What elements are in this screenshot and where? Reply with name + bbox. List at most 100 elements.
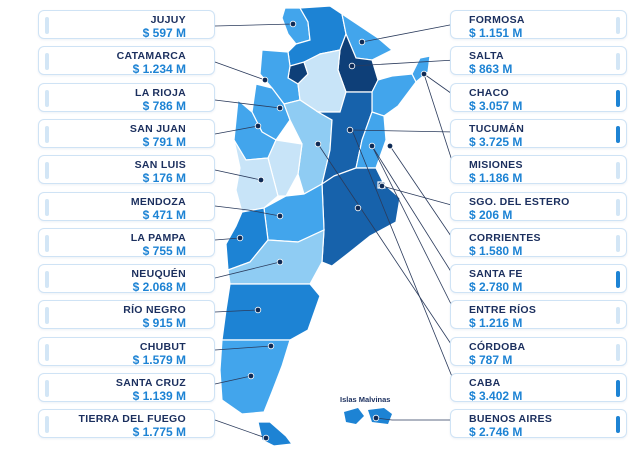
marker-salta — [348, 62, 356, 70]
leader-misiones — [423, 73, 456, 171]
marker-chubut — [267, 342, 275, 350]
province-tierra-del-fuego — [257, 421, 294, 447]
province-buenos-aires — [321, 167, 401, 267]
province-name: BUENOS AIRES — [469, 413, 553, 426]
province-name: CATAMARCA — [116, 50, 186, 63]
province-name: TIERRA DEL FUEGO — [78, 413, 186, 426]
province-value: $ 176 M — [142, 171, 186, 186]
province-value: $ 1.216 M — [469, 316, 523, 331]
leader-san-luis — [214, 169, 262, 181]
card-accent-bar — [45, 198, 49, 216]
province-card-neuquen: NEUQUÉN $ 2.068 M — [38, 264, 215, 295]
province-card-formosa: FORMOSA $ 1.151 M — [450, 10, 627, 40]
marker-catamarca — [261, 76, 269, 84]
card-accent-bar — [616, 162, 620, 180]
card-accent-bar — [45, 380, 49, 397]
marker-mendoza — [276, 212, 284, 220]
leader-santa-cruz — [214, 375, 252, 385]
province-value: $ 755 M — [142, 243, 186, 258]
card-accent-bar — [45, 234, 49, 252]
province-card-la-pampa: LA PAMPA $ 755 M — [38, 227, 215, 258]
province-value: $ 787 M — [469, 352, 513, 367]
province-value: $ 2.746 M — [469, 425, 523, 440]
province-value: $ 1.234 M — [132, 62, 186, 77]
province-value: $ 2.780 M — [469, 280, 523, 295]
marker-sgo-del-estero — [378, 182, 386, 190]
leader-sgo-del-estero — [381, 185, 456, 207]
province-name: SAN JUAN — [129, 122, 186, 135]
card-accent-bar — [45, 307, 49, 325]
leader-buenos-aires — [375, 417, 455, 421]
province-value: $ 915 M — [142, 316, 186, 331]
card-accent-bar — [45, 343, 49, 361]
province-name: NEUQUÉN — [131, 268, 186, 281]
card-accent-bar — [45, 125, 49, 143]
card-accent-bar — [616, 53, 620, 71]
province-card-santa-fe: SANTA FE $ 2.780 M — [450, 264, 627, 295]
province-value: $ 1.775 M — [132, 425, 186, 440]
province-value: $ 471 M — [142, 207, 186, 222]
marker-formosa — [358, 38, 366, 46]
province-value: $ 1.580 M — [469, 243, 523, 258]
province-value: $ 1.139 M — [132, 389, 186, 403]
islas-malvinas-label: Islas Malvinas — [340, 395, 391, 404]
province-card-tucuman: TUCUMÁN $ 3.725 M — [450, 118, 627, 149]
islas-malvinas-shape — [344, 408, 392, 424]
province-name: CÓRDOBA — [469, 340, 526, 353]
card-accent-bar — [45, 53, 49, 71]
leader-neuquen — [214, 261, 281, 279]
province-name: ENTRE RÍOS — [469, 304, 537, 317]
card-accent-bar — [616, 343, 620, 361]
province-card-rio-negro: RÍO NEGRO $ 915 M — [38, 300, 215, 331]
province-card-salta: SALTA $ 863 M — [450, 46, 627, 77]
card-accent-bar — [616, 234, 620, 252]
province-value: $ 3.057 M — [469, 98, 523, 113]
card-accent-bar — [45, 17, 49, 34]
leader-la-rioja — [214, 99, 281, 109]
marker-tierra-del-fuego — [262, 434, 270, 442]
province-value: $ 2.068 M — [132, 280, 186, 295]
province-card-jujuy: JUJUY $ 597 M — [38, 10, 215, 40]
province-card-san-juan: SAN JUAN $ 791 M — [38, 118, 215, 149]
province-card-entre-rios: ENTRE RÍOS $ 1.216 M — [450, 300, 627, 331]
province-name: FORMOSA — [469, 14, 525, 26]
province-value: $ 791 M — [142, 134, 186, 149]
marker-buenos-aires — [372, 414, 380, 422]
province-card-caba: CABA $ 3.402 M — [450, 373, 627, 403]
province-chubut — [221, 283, 321, 341]
leader-catamarca — [214, 61, 266, 81]
leader-entre-rios — [371, 145, 456, 313]
province-value: $ 597 M — [142, 26, 186, 40]
province-value: $ 206 M — [469, 207, 513, 222]
province-card-sgo-del-estero: SGO. DEL ESTERO $ 206 M — [450, 191, 627, 222]
province-misiones — [411, 55, 431, 83]
leader-san-juan — [214, 125, 259, 135]
province-card-chaco: CHACO $ 3.057 M — [450, 82, 627, 113]
card-accent-bar — [616, 198, 620, 216]
province-name: CABA — [469, 377, 501, 389]
province-name: RÍO NEGRO — [123, 304, 186, 317]
province-name: CORRIENTES — [469, 231, 541, 244]
leader-chaco — [423, 73, 456, 97]
province-card-mendoza: MENDOZA $ 471 M — [38, 191, 215, 222]
province-card-chubut: CHUBUT $ 1.579 M — [38, 336, 215, 367]
marker-tucuman — [346, 126, 354, 134]
marker-misiones — [420, 70, 428, 78]
leader-tierra-del-fuego — [214, 419, 267, 439]
province-value: $ 1.186 M — [469, 171, 523, 186]
card-accent-bar — [45, 416, 49, 434]
province-value: $ 3.725 M — [469, 134, 523, 149]
province-card-catamarca: CATAMARCA $ 1.234 M — [38, 46, 215, 77]
leader-salta — [351, 59, 456, 67]
marker-san-juan — [254, 122, 262, 130]
leader-mendoza — [214, 205, 281, 217]
card-accent-bar — [616, 17, 620, 34]
province-name: SAN LUIS — [134, 159, 186, 172]
card-accent-bar — [616, 380, 620, 397]
province-name: SANTA CRUZ — [115, 377, 186, 389]
province-card-corrientes: CORRIENTES $ 1.580 M — [450, 227, 627, 258]
province-card-buenos-aires: BUENOS AIRES $ 2.746 M — [450, 409, 627, 440]
province-name: SALTA — [469, 50, 504, 63]
province-value: $ 863 M — [469, 62, 513, 77]
marker-cordoba — [314, 140, 322, 148]
